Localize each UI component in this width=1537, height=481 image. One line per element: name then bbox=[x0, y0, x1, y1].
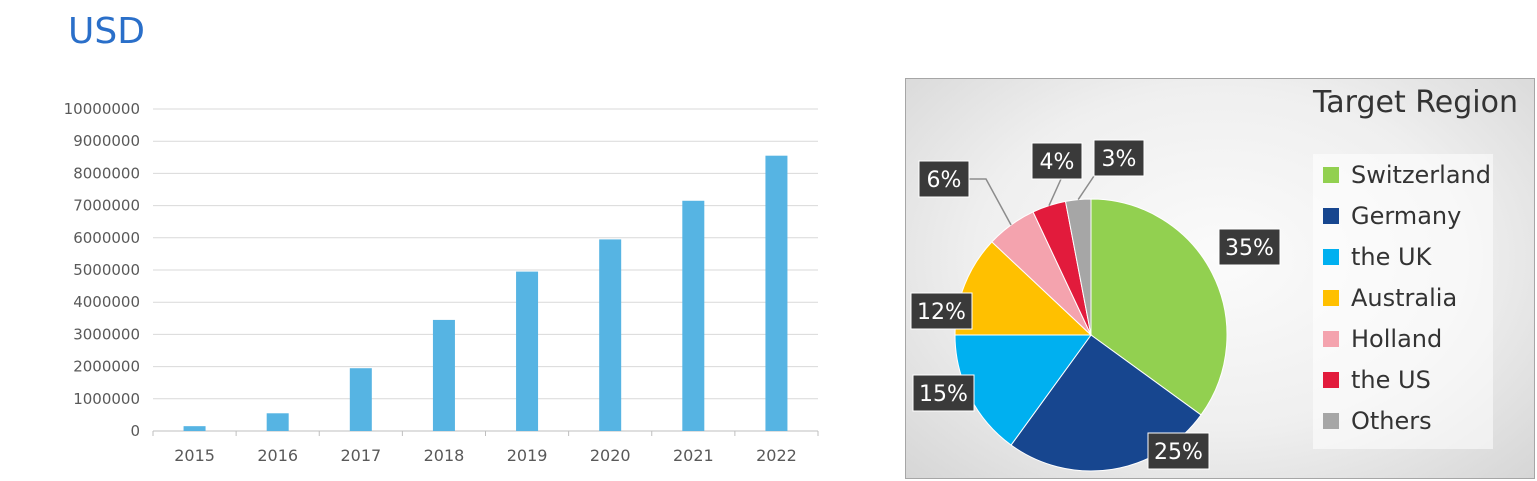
legend-swatch bbox=[1323, 330, 1339, 347]
pie-chart-panel: 35% 25% 15% 12% 6% 4% 3% Target Region Switzer… bbox=[905, 78, 1535, 479]
pie-data-label: 6% bbox=[927, 168, 962, 193]
y-tick-label: 0 bbox=[130, 422, 140, 440]
bar-2020 bbox=[599, 239, 622, 431]
leader-line bbox=[969, 178, 1012, 226]
pie-data-label-box bbox=[1218, 228, 1281, 266]
legend-label: Switzerland bbox=[1351, 160, 1491, 189]
x-tick-label: 2017 bbox=[340, 446, 381, 465]
pie-data-label: 35% bbox=[1225, 236, 1274, 261]
pie-data-label-box bbox=[918, 160, 970, 198]
y-tick-label: 3000000 bbox=[73, 325, 140, 343]
legend-label: the UK bbox=[1351, 242, 1432, 271]
pie-data-label: 12% bbox=[917, 300, 966, 325]
pie-data-label-box bbox=[912, 374, 975, 412]
legend-label: Germany bbox=[1351, 201, 1462, 230]
legend-label: the US bbox=[1351, 365, 1431, 394]
legend-label: Holland bbox=[1351, 324, 1443, 353]
y-tick-label: 10000000 bbox=[64, 100, 140, 118]
bar-2015 bbox=[183, 426, 206, 431]
bar-chart: 0 1000000 2000000 3000000 4000000 5000000 6000… bbox=[64, 100, 819, 465]
legend-item-australia: Australia bbox=[1313, 277, 1493, 318]
x-tick-label: 2020 bbox=[590, 446, 631, 465]
pie-chart: 35% 25% 15% 12% 6% 4% 3% bbox=[910, 139, 1281, 472]
leader-line bbox=[1077, 175, 1095, 201]
x-tick-label: 2016 bbox=[257, 446, 298, 465]
legend-swatch bbox=[1323, 412, 1339, 429]
pie-data-label: 25% bbox=[1154, 440, 1203, 465]
pie-slice-switzerland bbox=[1090, 198, 1228, 416]
legend-item-switzerland: Switzerland bbox=[1313, 154, 1493, 195]
bar-2018 bbox=[432, 319, 455, 431]
pie-data-label-box bbox=[1147, 432, 1210, 470]
pie-data-label-box bbox=[910, 292, 973, 330]
y-tick-label: 5000000 bbox=[73, 261, 140, 279]
bar-2021 bbox=[682, 200, 705, 431]
legend-swatch bbox=[1323, 371, 1339, 388]
x-tick-label: 2018 bbox=[424, 446, 465, 465]
pie-legend: Switzerland Germany the UK Australia Hol… bbox=[1313, 154, 1493, 449]
chart-unit-title: USD bbox=[68, 11, 145, 52]
legend-swatch bbox=[1323, 289, 1339, 306]
legend-item-the-uk: the UK bbox=[1313, 236, 1493, 277]
y-tick-label: 1000000 bbox=[73, 390, 140, 408]
y-tick-label: 8000000 bbox=[73, 164, 140, 182]
x-tick-label: 2015 bbox=[174, 446, 215, 465]
x-tick-label: 2021 bbox=[673, 446, 714, 465]
legend-label: Australia bbox=[1351, 283, 1458, 312]
legend-swatch bbox=[1323, 248, 1339, 265]
pie-slice-others bbox=[1064, 198, 1092, 336]
bar-2016 bbox=[266, 413, 289, 431]
bar-2017 bbox=[349, 368, 372, 431]
legend-swatch bbox=[1323, 207, 1339, 224]
pie-data-label-box bbox=[1093, 139, 1145, 177]
pie-slice-australia bbox=[954, 241, 1093, 336]
leader-line bbox=[1048, 178, 1062, 206]
pie-chart-title: Target Region bbox=[1312, 85, 1518, 120]
legend-label: Others bbox=[1351, 406, 1432, 435]
pie-data-label: 15% bbox=[919, 382, 968, 407]
y-tick-label: 6000000 bbox=[73, 229, 140, 247]
legend-item-others: Others bbox=[1313, 400, 1493, 441]
bar-2019 bbox=[516, 271, 539, 431]
x-tick-label: 2022 bbox=[756, 446, 797, 465]
y-tick-label: 7000000 bbox=[73, 197, 140, 215]
pie-data-label: 4% bbox=[1040, 150, 1075, 175]
legend-item-germany: Germany bbox=[1313, 195, 1493, 236]
pie-data-label: 3% bbox=[1102, 147, 1137, 172]
x-tick-label: 2019 bbox=[507, 446, 548, 465]
y-tick-label: 9000000 bbox=[73, 132, 140, 150]
pie-data-label-box bbox=[1031, 142, 1083, 180]
bar-2022 bbox=[765, 155, 788, 431]
legend-swatch bbox=[1323, 166, 1339, 183]
legend-item-holland: Holland bbox=[1313, 318, 1493, 359]
y-tick-label: 2000000 bbox=[73, 358, 140, 376]
y-tick-label: 4000000 bbox=[73, 293, 140, 311]
legend-item-the-us: the US bbox=[1313, 359, 1493, 400]
